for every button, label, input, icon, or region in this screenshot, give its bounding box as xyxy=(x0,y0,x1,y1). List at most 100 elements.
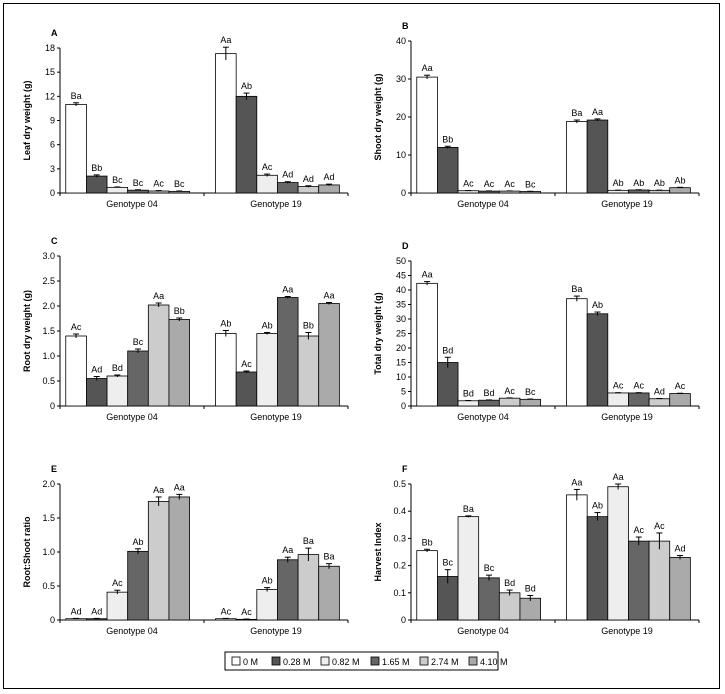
legend: 0 M 0.28 M 0.82 M 1.65 M 2.74 M 4.10 M xyxy=(224,651,508,671)
significance-label: Bc xyxy=(525,179,536,189)
bar-c-0-5 xyxy=(168,319,191,407)
significance-label: Ac xyxy=(675,381,686,391)
category-label: Genotype 19 xyxy=(601,412,653,422)
significance-label: Ac xyxy=(504,179,515,189)
panel-letter: E xyxy=(51,464,57,474)
y-tick-label: 0.5 xyxy=(42,376,55,386)
panel-letter: F xyxy=(402,464,408,474)
bar-f-0-4 xyxy=(498,592,521,621)
bar-f-0-3 xyxy=(478,577,500,621)
bar-a-0-3 xyxy=(127,189,149,194)
bar-b-0-0 xyxy=(416,76,438,194)
significance-label: Ba xyxy=(71,91,82,101)
significance-label: Bb xyxy=(91,163,102,173)
significance-label: Ad xyxy=(91,365,102,375)
bar-a-0-1 xyxy=(86,175,108,194)
significance-label: Aa xyxy=(422,270,433,280)
bar-e-1-2 xyxy=(256,589,278,621)
significance-label: Ab xyxy=(220,319,231,329)
y-tick-label: 40 xyxy=(396,285,406,295)
bar-b-1-5 xyxy=(669,187,691,194)
bar-f-1-0 xyxy=(566,494,588,621)
bar-b-1-0 xyxy=(566,121,588,194)
bar-f-1-3 xyxy=(628,540,650,621)
y-tick-label: 1.0 xyxy=(42,547,55,557)
y-tick-label: 0 xyxy=(50,401,55,411)
significance-label: Ab xyxy=(675,175,686,185)
bar-e-0-2 xyxy=(106,591,129,621)
legend-label: 4.10 M xyxy=(480,657,508,667)
category-label: Genotype 04 xyxy=(106,199,158,209)
bar-c-0-2 xyxy=(106,375,129,407)
y-tick-label: 45 xyxy=(396,271,406,281)
bar-e-1-4 xyxy=(297,554,320,621)
bar-c-1-3 xyxy=(277,297,299,407)
category-label: Genotype 19 xyxy=(601,626,653,636)
y-tick-label: 1.5 xyxy=(42,326,55,336)
significance-label: Ac xyxy=(153,179,164,189)
y-axis-label: Total dry weight (g) xyxy=(373,292,383,374)
panel-letter: C xyxy=(51,236,58,246)
significance-label: Bd xyxy=(463,388,474,398)
significance-label: Aa xyxy=(174,482,185,492)
y-tick-label: 9 xyxy=(50,116,55,126)
significance-label: Ac xyxy=(262,162,273,172)
bar-f-1-1 xyxy=(586,516,609,621)
significance-label: Aa xyxy=(571,477,582,487)
bar-a-1-1 xyxy=(235,95,258,194)
bar-c-1-5 xyxy=(318,303,340,407)
bar-d-1-5 xyxy=(669,393,691,407)
y-tick-label: 1.5 xyxy=(42,513,55,523)
significance-label: Ba xyxy=(324,552,335,562)
y-axis-label: Harvest Index xyxy=(373,522,383,581)
significance-label: Bc xyxy=(484,563,495,573)
bar-d-1-4 xyxy=(648,398,671,407)
y-tick-label: 3 xyxy=(50,164,55,174)
significance-label: Ab xyxy=(654,178,665,188)
legend-swatch xyxy=(468,656,478,666)
bar-f-0-2 xyxy=(457,516,480,621)
significance-label: Ad xyxy=(675,544,686,554)
bar-e-0-5 xyxy=(168,496,191,621)
legend-label: 1.65 M xyxy=(382,657,410,667)
y-tick-label: 0 xyxy=(401,401,406,411)
bar-d-0-4 xyxy=(498,397,521,407)
y-tick-label: 40 xyxy=(396,36,406,46)
y-axis-label: Leaf dry weight (g) xyxy=(22,80,32,160)
legend-swatch xyxy=(370,656,380,666)
legend-box xyxy=(224,651,499,671)
significance-label: Bd xyxy=(483,388,494,398)
significance-label: Ba xyxy=(303,536,314,546)
y-tick-label: 20 xyxy=(396,343,406,353)
bar-d-0-1 xyxy=(436,362,459,407)
significance-label: Bd xyxy=(112,363,123,373)
bar-a-1-0 xyxy=(215,53,237,194)
category-label: Genotype 19 xyxy=(250,199,302,209)
significance-label: Bb xyxy=(174,306,185,316)
significance-label: Ab xyxy=(633,178,644,188)
legend-label: 2.74 M xyxy=(431,657,459,667)
significance-label: Ab xyxy=(262,321,273,331)
significance-label: Bd xyxy=(504,578,515,588)
y-tick-label: 35 xyxy=(396,300,406,310)
bar-b-1-4 xyxy=(648,189,671,194)
bar-d-0-0 xyxy=(416,282,438,407)
bar-e-0-3 xyxy=(127,550,149,621)
significance-label: Ab xyxy=(132,537,143,547)
significance-label: Aa xyxy=(592,107,603,117)
y-tick-label: 0 xyxy=(401,615,406,625)
bar-d-1-2 xyxy=(607,392,629,407)
bar-b-1-2 xyxy=(607,189,629,194)
category-label: Genotype 04 xyxy=(106,412,158,422)
significance-label: Bc xyxy=(133,337,144,347)
significance-label: Ac xyxy=(241,607,252,617)
y-tick-label: 12 xyxy=(45,91,55,101)
significance-label: Ac xyxy=(504,386,515,396)
y-tick-label: 0.3 xyxy=(393,533,406,543)
bar-c-1-1 xyxy=(235,371,258,407)
significance-label: Bb xyxy=(422,537,433,547)
y-tick-label: 3.0 xyxy=(42,251,55,261)
panel-c: 0 0.5 1.0 1.5 2.0 2.5 3.0 Root dry weight (g) C A… xyxy=(22,236,349,422)
significance-label: Bc xyxy=(442,558,453,568)
significance-label: Ad xyxy=(303,174,314,184)
